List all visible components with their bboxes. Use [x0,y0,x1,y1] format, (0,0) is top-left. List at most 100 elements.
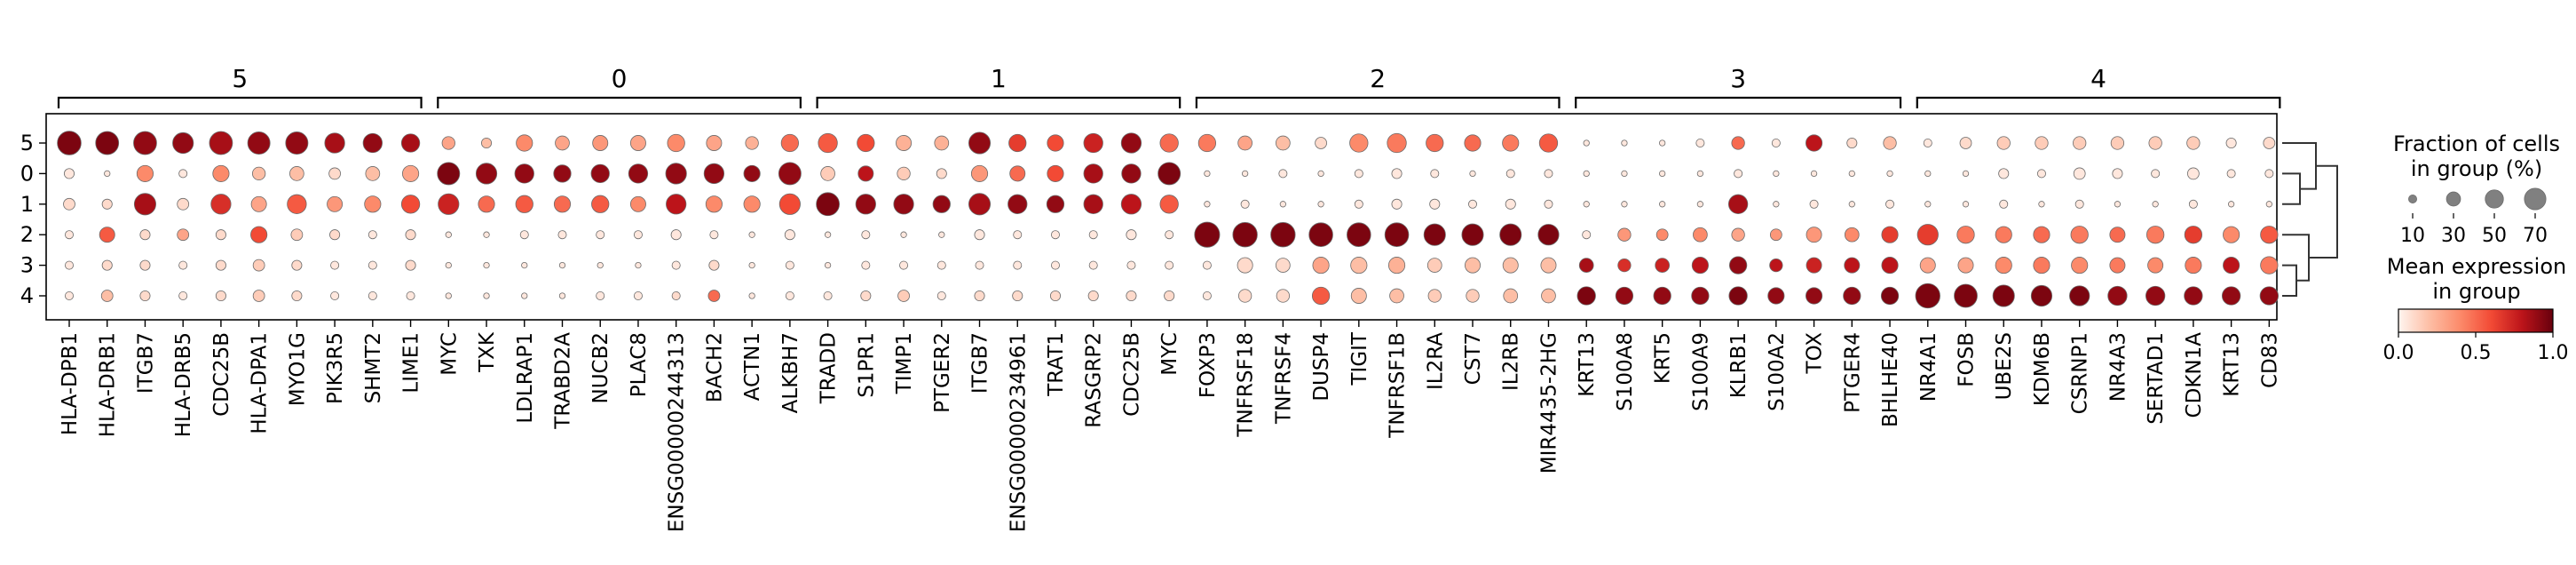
dot [628,163,649,184]
dot [483,292,490,299]
dot [519,230,529,240]
group-bracket-label: 3 [1730,64,1746,93]
dot [1466,289,1480,303]
gene-label: IL2RB [1500,332,1523,391]
dot [136,164,154,182]
dot [1202,291,1212,300]
dot [516,134,533,152]
dot [818,132,838,154]
dot [2260,226,2279,244]
gene-label: LIME1 [400,332,423,394]
group-bracket [1575,96,1902,108]
dot [475,163,498,185]
size-legend-dot [2524,187,2547,211]
dot [1159,133,1179,153]
dot [1621,201,1628,208]
dot [936,291,946,300]
dot [1276,258,1291,273]
dot [178,260,188,270]
dot [823,291,833,300]
dot [104,170,111,178]
dot [1387,132,1407,154]
dot [1885,199,1895,209]
dot [629,135,646,151]
dot [816,192,840,217]
size-legend-label: 70 [2523,225,2548,247]
dot [1540,257,1557,274]
dot [2151,169,2161,179]
colorbar [2398,308,2554,333]
gene-label: PIK3R5 [324,332,347,404]
dot [1617,258,1632,273]
dot [2227,201,2235,208]
gene-label: MYO1G [286,332,309,406]
gene-label: NR4A3 [2106,332,2130,402]
gene-label: TRADD [818,332,841,404]
dot [1083,132,1103,154]
dot [406,291,415,300]
row-label: 5 [20,131,34,155]
dot [400,133,421,153]
dot [1389,288,1404,304]
dot [1954,283,1978,308]
dot [1083,163,1103,184]
gene-label: BACH2 [703,332,726,402]
dot [209,131,233,155]
dot [521,292,528,299]
gene-label: BHLHE40 [1879,332,1902,427]
dot [365,166,381,181]
dot [1121,163,1142,184]
dot [364,195,382,213]
dot [592,135,609,151]
dendrogram-branch [2282,264,2297,297]
dot [2264,169,2274,179]
gene-label: S100A2 [1766,332,1789,411]
dot [177,197,190,211]
dot [706,135,723,151]
dot [1659,170,1666,178]
dot [1848,170,1855,178]
dot [857,165,874,182]
gene-label: HLA-DRB5 [172,332,195,437]
dot [1049,290,1061,302]
dot [860,290,872,302]
dot [441,136,455,150]
dot [1992,284,2015,307]
dot [1956,226,1975,244]
dot [252,290,265,302]
dot [1502,134,1520,152]
dot [557,230,567,240]
dot [1120,132,1142,154]
dot [1387,257,1406,275]
dot [936,168,947,179]
dot [1312,257,1330,275]
dot [1696,170,1704,178]
dot [2186,136,2201,150]
dot [558,292,566,299]
group-bracket-label: 0 [612,64,628,93]
row-label: 1 [20,192,34,217]
gene-label: HLA-DPA1 [249,332,272,434]
dot [1846,137,1858,149]
dot [285,131,309,155]
gene-label: KRT13 [1576,332,1599,397]
dot [968,193,992,216]
dot [1047,164,1064,182]
dot [1924,170,1932,178]
dot [437,162,461,186]
dot [1427,289,1442,303]
dot [633,230,643,240]
dot [1241,170,1249,178]
gene-label: TIMP1 [893,332,916,394]
gene-label: RASGRP2 [1083,332,1106,428]
row-label: 3 [20,253,34,278]
group-row-labels: 5 0 1 2 3 4 [20,131,46,308]
gene-label: PTGER4 [1841,332,1864,413]
gene-label: DUSP4 [1310,332,1333,402]
dot [1621,170,1628,178]
dot [1767,287,1785,305]
dot [1916,224,1939,246]
dot [328,167,341,180]
dot [438,193,460,215]
dot [252,259,265,272]
